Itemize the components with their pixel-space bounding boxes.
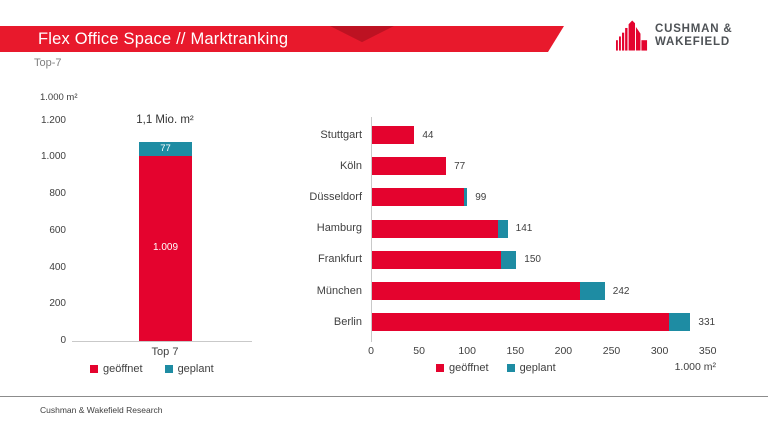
category-label: Köln bbox=[339, 159, 362, 172]
bar-segment-geoeffnet bbox=[372, 188, 465, 207]
banner-chevron-decoration bbox=[330, 26, 394, 52]
bar-segment-geplant bbox=[669, 313, 691, 332]
legend-label: geplant bbox=[519, 362, 556, 374]
bar-segment-geplant bbox=[139, 141, 192, 156]
bar-segment-geoeffnet bbox=[372, 250, 501, 269]
bar-segment-geoeffnet bbox=[372, 219, 499, 238]
bar-segment-geoeffnet bbox=[372, 126, 415, 144]
title-banner: Flex Office Space // Marktranking bbox=[0, 26, 564, 52]
y-axis-tick-label: 200 bbox=[49, 298, 66, 310]
bar-total-label: 141 bbox=[515, 223, 533, 235]
bar-segment-geplant bbox=[464, 188, 468, 207]
category-label: München bbox=[316, 284, 362, 297]
bar-segment-geplant bbox=[500, 250, 517, 269]
bar-value-label-geplant: 77 bbox=[160, 142, 171, 154]
x-axis-tick-label: 250 bbox=[602, 345, 621, 357]
y-axis-line bbox=[371, 117, 372, 342]
bar-total-label: 331 bbox=[698, 316, 716, 328]
x-axis-tick-label: 200 bbox=[554, 345, 573, 357]
category-label: Hamburg bbox=[316, 222, 362, 235]
bar-segment-geöffnet bbox=[139, 155, 192, 341]
footer-source: Cushman & Wakefield Research bbox=[40, 405, 163, 415]
legend-item: geöffnet bbox=[90, 363, 143, 375]
y-axis-tick-label: 1.200 bbox=[40, 114, 66, 126]
bar-total-label: 99 bbox=[475, 191, 487, 203]
y-axis-tick-label: 600 bbox=[49, 224, 66, 236]
x-axis-line bbox=[72, 341, 252, 342]
page-title: Flex Office Space // Marktranking bbox=[38, 29, 289, 48]
legend: geöffnet geplant bbox=[436, 362, 556, 374]
x-axis-unit-label: 1.000 m² bbox=[674, 361, 716, 373]
legend-item: geplant bbox=[506, 362, 556, 374]
x-category-label: Top 7 bbox=[151, 346, 179, 358]
bar-segment-geoeffnet bbox=[372, 313, 670, 332]
legend-item: geplant bbox=[164, 363, 214, 375]
category-label: Düsseldorf bbox=[309, 190, 362, 203]
legend: geöffnet geplant bbox=[90, 363, 214, 375]
category-label: Stuttgart bbox=[320, 128, 362, 141]
x-axis-tick-label: 0 bbox=[368, 345, 374, 357]
legend-label: geplant bbox=[177, 363, 214, 375]
x-axis-tick-label: 100 bbox=[458, 345, 476, 357]
cushman-wakefield-building-icon bbox=[616, 20, 648, 51]
bar-segment-geoeffnet bbox=[372, 157, 447, 176]
legend-swatch-geöffnet bbox=[90, 365, 98, 373]
bar-total-label: 242 bbox=[612, 285, 630, 297]
x-axis-tick-label: 300 bbox=[650, 345, 669, 357]
bar-segment-geplant bbox=[579, 282, 605, 300]
legend-item: geöffnet bbox=[436, 362, 489, 374]
legend-swatch-geplant bbox=[506, 364, 515, 372]
category-label: Berlin bbox=[333, 315, 362, 328]
legend-label: geöffnet bbox=[103, 363, 143, 375]
logo-wordmark: CUSHMAN & WAKEFIELD bbox=[655, 23, 732, 48]
y-axis-tick-label: 1.000 bbox=[40, 151, 66, 163]
bar-value-label-geöffnet: 1.009 bbox=[152, 242, 179, 254]
y-axis-tick-label: 0 bbox=[60, 335, 66, 346]
legend-label: geöffnet bbox=[449, 362, 489, 374]
category-label: Frankfurt bbox=[317, 253, 362, 266]
y-axis-tick-label: 800 bbox=[49, 188, 66, 200]
y-axis-unit-label: 1.000 m² bbox=[40, 92, 78, 103]
bar-total-label: 77 bbox=[454, 160, 466, 172]
x-axis-tick-label: 350 bbox=[698, 345, 717, 357]
legend-swatch-geöffnet bbox=[436, 364, 444, 372]
footer-divider bbox=[0, 396, 768, 397]
y-axis-tick-label: 400 bbox=[49, 261, 66, 273]
bar-total-label: 150 bbox=[524, 254, 541, 266]
company-logo: CUSHMAN & WAKEFIELD bbox=[616, 20, 732, 51]
legend-swatch-geplant bbox=[164, 365, 173, 373]
bar-segment-geoeffnet bbox=[372, 282, 580, 300]
bar-segment-geplant bbox=[498, 219, 508, 238]
x-axis-tick-label: 50 bbox=[413, 345, 425, 357]
bar-total-annotation: 1,1 Mio. m² bbox=[136, 114, 194, 126]
x-axis-tick-label: 150 bbox=[506, 345, 525, 357]
logo-line-1: CUSHMAN & bbox=[655, 22, 733, 35]
bar-total-label: 44 bbox=[422, 129, 434, 141]
logo-line-2: WAKEFIELD bbox=[655, 35, 730, 48]
slide-subtitle: Top-7 bbox=[34, 57, 62, 69]
